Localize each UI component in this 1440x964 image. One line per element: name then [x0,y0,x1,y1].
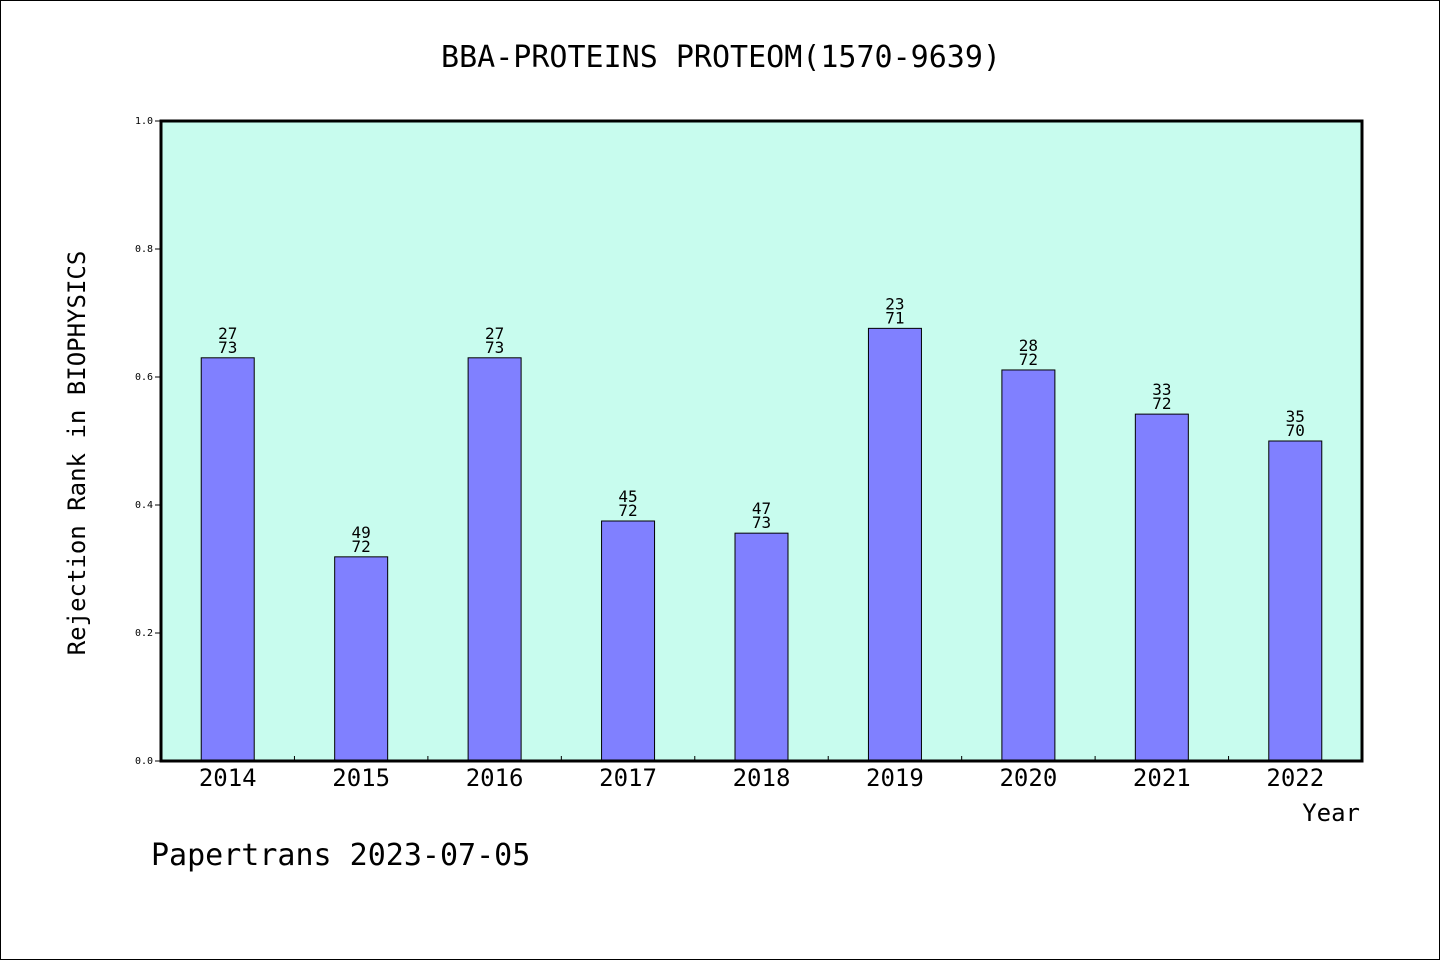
bar-2022 [1268,440,1323,762]
data-label-bottom: 72 [352,537,371,556]
y-tick-label: 0.0 [135,756,153,767]
x-tick-label: 2015 [332,764,390,792]
bar-2020 [1001,369,1056,762]
bar-2015 [334,556,389,762]
x-tick-label: 2022 [1266,764,1324,792]
data-label-bottom: 72 [1019,350,1038,369]
y-axis-ticks: 0.0 0.2 0.4 0.6 0.8 1.0 [135,116,161,767]
data-label-bottom: 72 [1152,394,1171,413]
x-tick-label: 2020 [999,764,1057,792]
data-label-bottom: 73 [218,338,237,357]
bars-group [200,327,1323,762]
bar-2021 [1134,413,1189,762]
x-tick-label: 2019 [866,764,924,792]
data-label-bottom: 73 [485,338,504,357]
data-label-top: 27 [218,324,237,343]
data-label-bottom: 70 [1286,421,1305,440]
data-label-top: 28 [1019,336,1038,355]
x-tick-label: 2018 [733,764,791,792]
x-tick-label: 2014 [199,764,257,792]
x-axis-label: Year [1302,799,1360,827]
data-label-bottom: 72 [618,501,637,520]
data-label-top: 33 [1152,380,1171,399]
data-label-top: 49 [352,523,371,542]
bar-2017 [601,520,656,762]
plot-border [159,119,1364,763]
bar-2019 [867,327,922,762]
y-tick-label: 1.0 [135,116,153,127]
footer-text: Papertrans 2023-07-05 [151,838,530,873]
data-label-top: 27 [485,324,504,343]
x-tick-label: 2017 [599,764,657,792]
data-label-bottom: 73 [752,513,771,532]
x-axis-ticks: 2014 2015 2016 2017 2018 2019 2020 2021 2022 [199,756,1324,792]
data-label-bottom: 71 [885,308,904,327]
data-label-top: 35 [1286,407,1305,426]
y-tick-label: 0.6 [135,372,153,383]
chart-title: BBA-PROTEINS PROTEOM(1570-9639) [441,40,1001,75]
y-tick-label: 0.8 [135,244,153,255]
bar-2018 [734,532,789,762]
data-label-top: 47 [752,499,771,518]
x-tick-label: 2016 [466,764,524,792]
y-tick-label: 0.2 [135,628,153,639]
data-label-top: 23 [885,294,904,313]
y-tick-label: 0.4 [135,500,153,511]
bar-2016 [467,357,522,762]
y-axis-label: Rejection Rank in BIOPHYSICS [63,251,91,656]
bar-2014 [200,357,255,762]
x-tick-label: 2021 [1133,764,1191,792]
data-label-top: 45 [618,487,637,506]
